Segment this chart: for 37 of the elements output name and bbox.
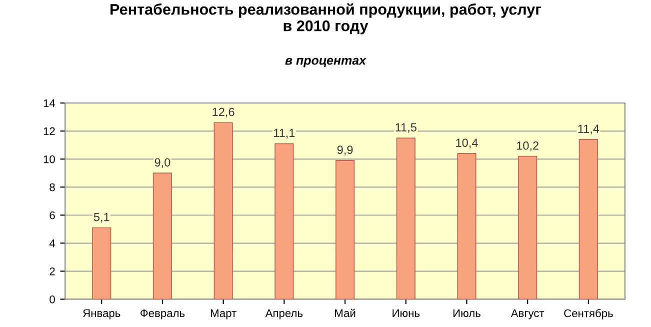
- data-label: 10,2: [517, 141, 538, 152]
- data-label: 5,1: [94, 212, 110, 223]
- x-tick-label: Апрель: [265, 309, 303, 320]
- bar: [335, 160, 355, 300]
- bar: [518, 156, 538, 300]
- data-label: 11,1: [274, 128, 295, 139]
- data-label: 9,9: [337, 146, 353, 156]
- y-tick-label: 2: [50, 267, 55, 276]
- bar: [274, 143, 294, 300]
- bar: [214, 122, 233, 300]
- x-tick-label: Январь: [83, 309, 120, 320]
- chart-title: Рентабельность реализованной продукции, работ, услуг в 2010 году: [110, 3, 542, 34]
- data-label: 12,6: [212, 108, 234, 118]
- data-label: 11,4: [578, 124, 600, 134]
- y-tick-label: 6: [50, 211, 55, 220]
- bar: [457, 153, 476, 300]
- x-tick-label: Февраль: [140, 309, 185, 320]
- y-tick-label: 10: [44, 155, 55, 164]
- bar: [396, 138, 416, 300]
- x-tick-label: Март: [210, 309, 236, 320]
- bar: [92, 227, 112, 300]
- x-tick-label: Июль: [453, 309, 480, 318]
- y-tick-label: 4: [49, 240, 56, 248]
- y-tick-label: 0: [50, 295, 55, 304]
- bar: [152, 172, 172, 300]
- y-tick-label: 14: [44, 99, 56, 108]
- bar: [578, 139, 598, 300]
- x-tick-label: Сентябрь: [564, 308, 613, 320]
- data-label: 9,0: [154, 158, 170, 168]
- chart-subtitle: в процентах: [285, 58, 366, 68]
- data-label: 11,5: [396, 123, 416, 133]
- x-tick-label: Июнь: [392, 309, 420, 318]
- y-tick-label: 8: [50, 183, 55, 192]
- data-label: 10,4: [456, 138, 478, 148]
- x-tick-label: Май: [335, 308, 356, 318]
- x-tick-label: Август: [510, 309, 544, 320]
- y-tick-label: 12: [44, 127, 55, 136]
